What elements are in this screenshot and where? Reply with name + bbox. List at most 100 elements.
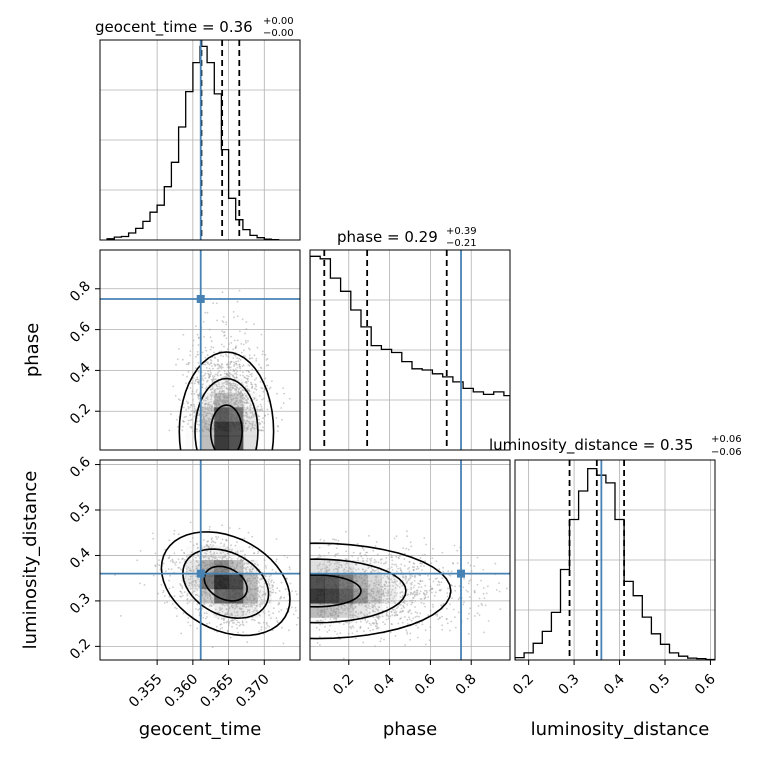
scatter-point xyxy=(269,587,271,589)
scatter-point xyxy=(215,535,218,538)
scatter-point xyxy=(260,601,262,604)
scatter-point xyxy=(259,585,261,587)
scatter-point xyxy=(206,354,209,357)
scatter-point xyxy=(413,591,416,593)
scatter-point xyxy=(342,623,345,626)
scatter-point xyxy=(388,597,391,600)
scatter-point xyxy=(424,584,427,587)
scatter-point xyxy=(245,568,247,570)
scatter-point xyxy=(165,570,167,572)
scatter-point xyxy=(252,559,255,562)
scatter-point xyxy=(265,567,268,569)
scatter-point xyxy=(196,430,198,433)
scatter-point xyxy=(194,409,197,411)
scatter-point xyxy=(196,584,199,586)
scatter-point xyxy=(324,618,327,620)
scatter-point xyxy=(345,612,347,615)
density-cell xyxy=(381,574,397,590)
scatter-point xyxy=(217,556,220,558)
panel-frame xyxy=(309,249,511,451)
scatter-point xyxy=(328,564,331,567)
scatter-point xyxy=(468,580,471,582)
scatter-point xyxy=(211,365,213,367)
scatter-point xyxy=(266,384,269,387)
scatter-point xyxy=(174,394,177,397)
scatter-point xyxy=(195,594,197,596)
scatter-point xyxy=(259,408,262,411)
scatter-point xyxy=(370,624,372,626)
scatter-point xyxy=(348,607,351,610)
scatter-point xyxy=(393,614,396,617)
scatter-point xyxy=(193,382,196,385)
scatter-point xyxy=(346,621,349,624)
scatter-point xyxy=(236,370,239,373)
scatter-point xyxy=(366,613,368,616)
scatter-point xyxy=(208,377,211,379)
scatter-point xyxy=(336,562,339,565)
scatter-point xyxy=(226,620,229,623)
scatter-point xyxy=(332,538,334,540)
scatter-point xyxy=(386,575,388,578)
scatter-point xyxy=(208,328,211,331)
scatter-point xyxy=(236,339,239,342)
scatter-point xyxy=(225,337,228,339)
scatter-point xyxy=(222,376,225,379)
scatter-point xyxy=(362,560,365,562)
scatter-point xyxy=(179,590,182,593)
scatter-point xyxy=(224,334,226,336)
scatter-point xyxy=(250,618,253,621)
panel-frame xyxy=(99,459,301,661)
scatter-point xyxy=(224,605,226,607)
scatter-point xyxy=(441,615,443,618)
density-cell xyxy=(324,545,340,561)
scatter-point xyxy=(232,382,235,385)
scatter-point xyxy=(396,584,399,587)
scatter-point xyxy=(414,576,416,579)
scatter-point xyxy=(245,328,248,330)
scatter-point xyxy=(248,357,251,360)
scatter-point xyxy=(423,565,425,567)
scatter-point xyxy=(235,345,238,347)
scatter-point xyxy=(347,570,350,573)
scatter-point xyxy=(177,533,180,536)
scatter-point xyxy=(335,547,338,549)
scatter-point xyxy=(246,566,249,569)
scatter-point xyxy=(419,590,422,593)
scatter-point xyxy=(429,585,432,588)
scatter-point xyxy=(235,360,238,363)
scatter-point xyxy=(385,618,388,621)
scatter-point xyxy=(329,618,332,620)
scatter-point xyxy=(255,385,257,388)
scatter-point xyxy=(381,609,384,612)
scatter-point xyxy=(245,621,248,624)
scatter-point xyxy=(257,369,260,372)
density-cell xyxy=(214,392,230,408)
scatter-point xyxy=(163,602,166,604)
scatter-point xyxy=(365,569,367,572)
scatter-point xyxy=(197,565,200,567)
scatter-point xyxy=(207,401,210,404)
scatter-point xyxy=(419,557,422,559)
density-cell xyxy=(242,602,258,618)
scatter-point xyxy=(239,369,242,372)
scatter-point xyxy=(326,566,329,568)
scatter-point xyxy=(295,609,297,612)
scatter-point xyxy=(427,574,429,577)
scatter-point xyxy=(211,540,214,542)
scatter-point xyxy=(420,586,423,588)
density-cell xyxy=(214,435,230,450)
density-cell xyxy=(310,602,325,618)
scatter-point xyxy=(372,628,374,631)
scatter-point xyxy=(168,596,171,598)
scatter-point xyxy=(220,343,223,346)
scatter-point xyxy=(397,622,400,625)
density-cell xyxy=(324,560,340,575)
scatter-point xyxy=(370,566,373,569)
scatter-point xyxy=(212,367,214,370)
scatter-point xyxy=(257,595,260,598)
scatter-point xyxy=(267,400,270,402)
scatter-point xyxy=(193,584,196,586)
scatter-point xyxy=(252,391,255,394)
scatter-point xyxy=(183,591,186,593)
scatter-point xyxy=(423,593,426,596)
